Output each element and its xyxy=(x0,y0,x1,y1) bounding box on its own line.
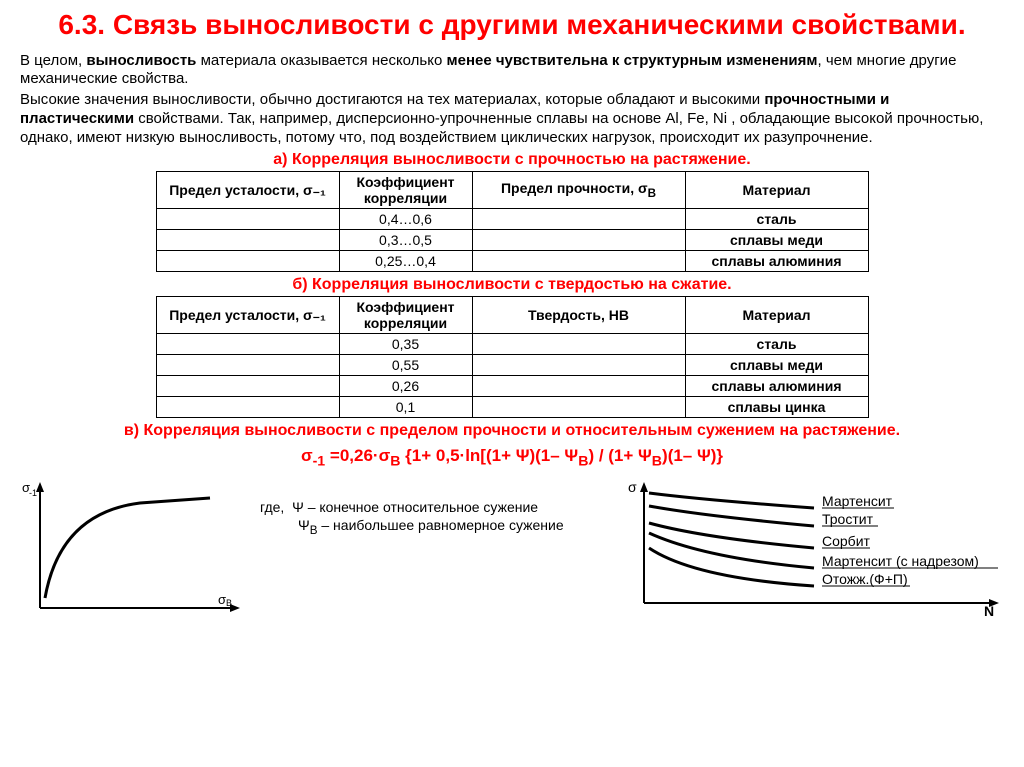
chart-2: σ N Мартенсит Тростит Сорбит Мартенсит (с над… xyxy=(624,478,1004,623)
table-cell xyxy=(156,251,339,272)
svg-text:N: N xyxy=(984,603,994,618)
table-cell: 0,35 xyxy=(339,334,472,355)
table-cell: сталь xyxy=(685,334,868,355)
table-row: 0,25…0,4 сплавы алюминия xyxy=(156,251,868,272)
table-cell: 0,4…0,6 xyxy=(339,209,472,230)
table-row: 0,26 сплавы алюминия xyxy=(156,376,868,397)
table-row: 0,55 сплавы меди xyxy=(156,355,868,376)
table-row: 0,3…0,5 сплавы меди xyxy=(156,230,868,251)
table-cell: сплавы меди xyxy=(685,355,868,376)
table-header: Материал xyxy=(685,297,868,334)
svg-text:Мартенсит (с надрезом): Мартенсит (с надрезом) xyxy=(822,553,979,569)
table-b: Предел усталости, σ₋₁Коэффициент корреля… xyxy=(156,296,869,418)
svg-text:В: В xyxy=(226,598,232,608)
section-c-title: в) Корреляция выносливости с пределом пр… xyxy=(20,422,1004,440)
desc-line-2: ΨВ – наибольшее равномерное сужение xyxy=(260,516,564,538)
formula-description: где, Ψ – конечное относительное сужение … xyxy=(260,478,564,538)
table-cell xyxy=(156,230,339,251)
table-header: Твердость, НВ xyxy=(472,297,685,334)
svg-text:Мартенсит: Мартенсит xyxy=(822,493,893,509)
text: материала оказывается несколько xyxy=(196,52,446,69)
text: В целом, xyxy=(20,52,86,69)
text-bold: менее чувствительна к структурным измене… xyxy=(447,52,818,69)
svg-text:σ: σ xyxy=(628,479,637,495)
table-row: 0,4…0,6 сталь xyxy=(156,209,868,230)
table-header: Предел усталости, σ₋₁ xyxy=(156,297,339,334)
table-cell xyxy=(472,355,685,376)
table-cell: сплавы меди xyxy=(685,230,868,251)
svg-text:Тростит: Тростит xyxy=(822,511,874,527)
svg-text:σ: σ xyxy=(218,592,226,607)
table-header: Коэффициент корреляции xyxy=(339,172,472,209)
desc-line-1: где, Ψ – конечное относительное сужение xyxy=(260,498,564,516)
table-header: Коэффициент корреляции xyxy=(339,297,472,334)
svg-text:Сорбит: Сорбит xyxy=(822,533,871,549)
table-cell: сплавы алюминия xyxy=(685,376,868,397)
table-a: Предел усталости, σ₋₁Коэффициент корреля… xyxy=(156,171,869,272)
chart-1: σ-1σВ xyxy=(20,478,250,623)
paragraph-1: В целом, выносливость материала оказывае… xyxy=(20,52,1004,90)
table-cell: сталь xyxy=(685,209,868,230)
table-cell xyxy=(156,355,339,376)
table-row: 0,35 сталь xyxy=(156,334,868,355)
text: свойствами. Так, например, дисперсионно-… xyxy=(20,110,983,146)
text-bold: выносливость xyxy=(86,52,196,69)
section-b-title: б) Корреляция выносливости с твердостью … xyxy=(20,276,1004,294)
text: Высокие значения выносливости, обычно до… xyxy=(20,91,764,108)
table-cell xyxy=(472,209,685,230)
section-a-title: а) Корреляция выносливости с прочностью … xyxy=(20,151,1004,169)
table-cell: 0,3…0,5 xyxy=(339,230,472,251)
table-cell xyxy=(156,334,339,355)
table-cell: сплавы алюминия xyxy=(685,251,868,272)
table-cell: 0,55 xyxy=(339,355,472,376)
table-cell xyxy=(472,397,685,418)
table-cell xyxy=(472,376,685,397)
paragraph-2: Высокие значения выносливости, обычно до… xyxy=(20,91,1004,147)
formula: σ-1 =0,26·σВ {1+ 0,5·ln[(1+ Ψ)(1– ΨВ) / … xyxy=(20,446,1004,469)
svg-text:Отожж.(Ф+П): Отожж.(Ф+П) xyxy=(822,571,908,587)
page-title: 6.3. Связь выносливости с другими механи… xyxy=(20,8,1004,42)
table-cell xyxy=(156,397,339,418)
table-cell xyxy=(472,230,685,251)
table-cell: 0,1 xyxy=(339,397,472,418)
table-cell xyxy=(156,209,339,230)
table-cell: сплавы цинка xyxy=(685,397,868,418)
table-cell xyxy=(472,251,685,272)
bottom-row: σ-1σВ где, Ψ – конечное относительное су… xyxy=(20,478,1004,623)
table-cell: 0,25…0,4 xyxy=(339,251,472,272)
table-cell xyxy=(156,376,339,397)
table-header: Материал xyxy=(685,172,868,209)
table-cell xyxy=(472,334,685,355)
table-header: Предел усталости, σ₋₁ xyxy=(156,172,339,209)
table-row: 0,1 сплавы цинка xyxy=(156,397,868,418)
table-header: Предел прочности, σВ xyxy=(472,172,685,209)
svg-text:-1: -1 xyxy=(29,488,37,498)
table-cell: 0,26 xyxy=(339,376,472,397)
